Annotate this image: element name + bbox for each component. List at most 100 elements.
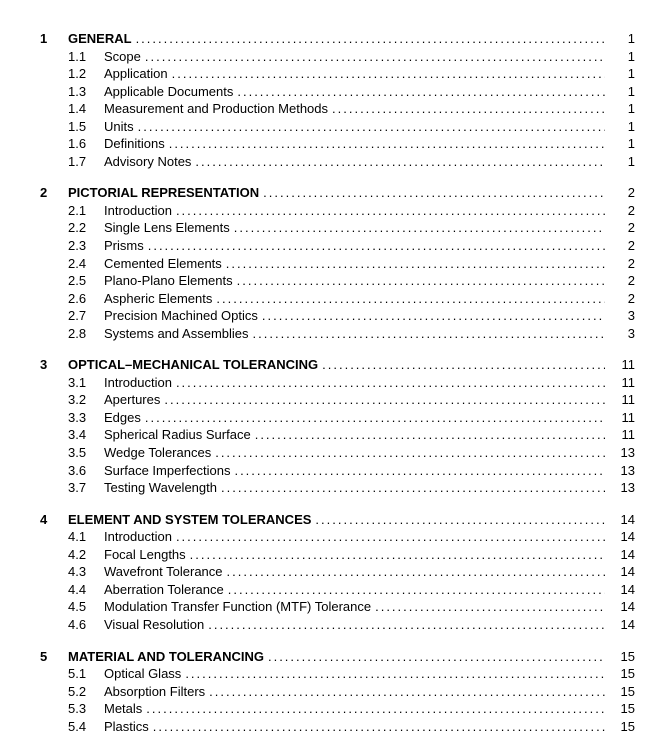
sub-title: Advisory Notes <box>104 153 191 171</box>
toc-sub-row: 2.2Single Lens Elements2 <box>40 219 635 237</box>
sub-page-number: 1 <box>605 65 635 83</box>
toc-section: 2PICTORIAL REPRESENTATION22.1Introductio… <box>40 184 635 342</box>
sub-page-number: 13 <box>605 462 635 480</box>
sub-number: 2.2 <box>68 219 104 237</box>
sub-number: 3.3 <box>68 409 104 427</box>
toc-sub-row: 1.5Units1 <box>40 118 635 136</box>
sub-page-number: 14 <box>605 528 635 546</box>
sub-page-number: 1 <box>605 153 635 171</box>
toc-chapter-row: 4ELEMENT AND SYSTEM TOLERANCES14 <box>40 511 635 529</box>
dot-leader <box>168 65 605 83</box>
sub-title: Definitions <box>104 135 165 153</box>
sub-title: Wedge Tolerances <box>104 444 211 462</box>
sub-number: 5.3 <box>68 700 104 718</box>
sub-page-number: 2 <box>605 290 635 308</box>
dot-leader <box>141 409 605 427</box>
toc-sub-row: 4.6Visual Resolution14 <box>40 616 635 634</box>
toc-sub-row: 3.6Surface Imperfections13 <box>40 462 635 480</box>
toc-sub-row: 1.3Applicable Documents1 <box>40 83 635 101</box>
toc-sub-row: 5.3Metals15 <box>40 700 635 718</box>
sub-title: Aspheric Elements <box>104 290 212 308</box>
sub-number: 4.5 <box>68 598 104 616</box>
toc-section: 3OPTICAL–MECHANICAL TOLERANCING113.1Intr… <box>40 356 635 496</box>
dot-leader <box>233 83 605 101</box>
dot-leader <box>223 563 605 581</box>
sub-number: 4.3 <box>68 563 104 581</box>
dot-leader <box>258 307 605 325</box>
sub-page-number: 15 <box>605 683 635 701</box>
sub-number: 1.7 <box>68 153 104 171</box>
toc-sub-row: 2.1Introduction2 <box>40 202 635 220</box>
sub-number: 1.3 <box>68 83 104 101</box>
sub-number: 3.1 <box>68 374 104 392</box>
dot-leader <box>191 153 605 171</box>
toc-sub-row: 2.6Aspheric Elements 2 <box>40 290 635 308</box>
sub-page-number: 1 <box>605 83 635 101</box>
dot-leader <box>172 374 605 392</box>
sub-page-number: 2 <box>605 255 635 273</box>
sub-number: 5.4 <box>68 718 104 736</box>
sub-page-number: 15 <box>605 665 635 683</box>
dot-leader <box>230 462 605 480</box>
sub-number: 4.4 <box>68 581 104 599</box>
toc-sub-row: 4.4Aberration Tolerance14 <box>40 581 635 599</box>
sub-page-number: 2 <box>605 219 635 237</box>
dot-leader <box>172 202 605 220</box>
sub-number: 2.5 <box>68 272 104 290</box>
dot-leader <box>251 426 605 444</box>
sub-number: 1.4 <box>68 100 104 118</box>
toc-sub-row: 1.2Application 1 <box>40 65 635 83</box>
dot-leader <box>311 511 605 529</box>
toc-sub-row: 3.5Wedge Tolerances13 <box>40 444 635 462</box>
sub-title: Spherical Radius Surface <box>104 426 251 444</box>
sub-title: Visual Resolution <box>104 616 204 634</box>
dot-leader <box>233 272 605 290</box>
sub-number: 3.7 <box>68 479 104 497</box>
toc-sub-row: 3.1Introduction11 <box>40 374 635 392</box>
dot-leader <box>142 700 605 718</box>
chapter-title: PICTORIAL REPRESENTATION <box>68 184 259 202</box>
dot-leader <box>318 356 605 374</box>
chapter-title: OPTICAL–MECHANICAL TOLERANCING <box>68 356 318 374</box>
sub-title: Apertures <box>104 391 160 409</box>
toc-sub-row: 1.1Scope1 <box>40 48 635 66</box>
toc-sub-row: 1.4Measurement and Production Methods1 <box>40 100 635 118</box>
toc-sub-row: 1.7Advisory Notes 1 <box>40 153 635 171</box>
sub-page-number: 3 <box>605 325 635 343</box>
sub-title: Testing Wavelength <box>104 479 217 497</box>
dot-leader <box>230 219 605 237</box>
sub-page-number: 2 <box>605 202 635 220</box>
dot-leader <box>204 616 605 634</box>
chapter-page-number: 1 <box>605 30 635 48</box>
toc-sub-row: 2.8Systems and Assemblies3 <box>40 325 635 343</box>
sub-number: 1.5 <box>68 118 104 136</box>
dot-leader <box>149 718 605 736</box>
sub-page-number: 11 <box>605 391 635 409</box>
sub-number: 2.1 <box>68 202 104 220</box>
sub-number: 3.6 <box>68 462 104 480</box>
sub-number: 3.2 <box>68 391 104 409</box>
toc-sub-row: 2.7Precision Machined Optics3 <box>40 307 635 325</box>
toc-sub-row: 4.5Modulation Transfer Function (MTF) To… <box>40 598 635 616</box>
toc-sub-row: 2.4Cemented Elements2 <box>40 255 635 273</box>
toc-section: 1GENERAL11.1Scope11.2Application11.3Appl… <box>40 30 635 170</box>
sub-number: 2.8 <box>68 325 104 343</box>
sub-title: Absorption Filters <box>104 683 205 701</box>
sub-page-number: 1 <box>605 135 635 153</box>
sub-title: Plano-Plano Elements <box>104 272 233 290</box>
sub-title: Scope <box>104 48 141 66</box>
sub-page-number: 15 <box>605 700 635 718</box>
sub-number: 1.2 <box>68 65 104 83</box>
toc-sub-row: 2.5Plano-Plano Elements2 <box>40 272 635 290</box>
toc-sub-row: 5.2Absorption Filters15 <box>40 683 635 701</box>
dot-leader <box>186 546 605 564</box>
toc-sub-row: 3.7Testing Wavelength13 <box>40 479 635 497</box>
toc-sub-row: 3.4Spherical Radius Surface11 <box>40 426 635 444</box>
toc-chapter-row: 3OPTICAL–MECHANICAL TOLERANCING11 <box>40 356 635 374</box>
toc-sub-row: 4.3Wavefront Tolerance14 <box>40 563 635 581</box>
toc-chapter-row: 1GENERAL1 <box>40 30 635 48</box>
sub-number: 2.6 <box>68 290 104 308</box>
chapter-page-number: 15 <box>605 648 635 666</box>
sub-number: 2.3 <box>68 237 104 255</box>
sub-title: Application <box>104 65 168 83</box>
